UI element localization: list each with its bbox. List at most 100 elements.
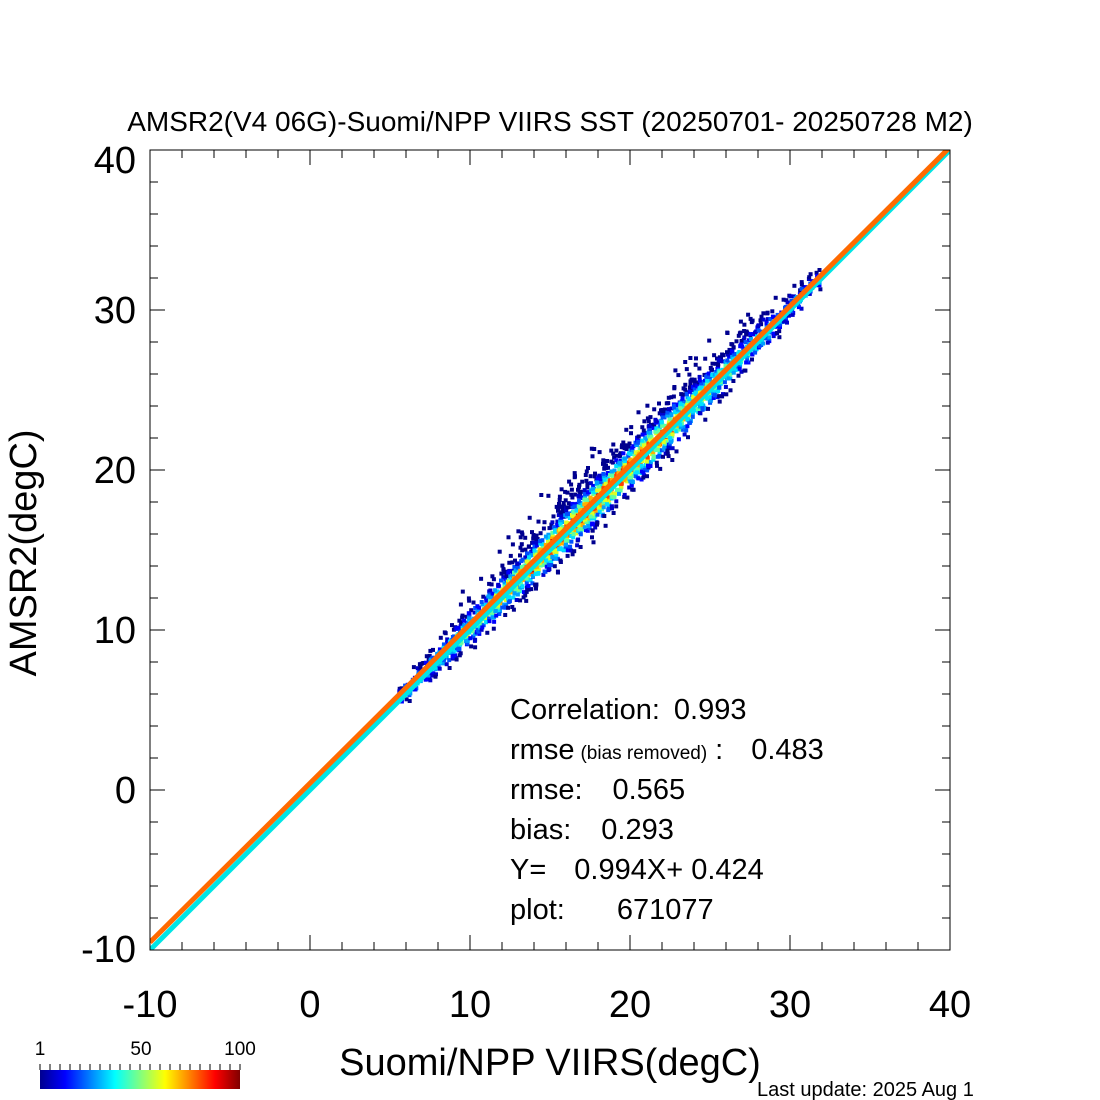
density-cell: [576, 537, 581, 542]
density-cell: [455, 646, 459, 651]
density-cell: [475, 604, 480, 609]
density-cell: [777, 335, 782, 340]
density-cell: [609, 469, 614, 474]
density-cell: [576, 494, 581, 499]
density-cell: [590, 528, 595, 533]
density-cell: [678, 405, 683, 410]
density-cell: [646, 463, 650, 468]
density-cell: [512, 590, 517, 595]
density-cell: [730, 349, 735, 354]
density-cell: [618, 461, 623, 465]
density-cell: [606, 499, 611, 504]
density-cell: [612, 491, 617, 496]
density-cell: [469, 644, 474, 649]
density-cell: [699, 402, 704, 407]
density-cell: [678, 425, 683, 430]
last-update-text: Last update: 2025 Aug 1: [757, 1079, 974, 1100]
density-cell: [442, 657, 447, 662]
density-cell: [597, 473, 602, 478]
density-cell: [428, 678, 433, 683]
density-cell: [603, 466, 608, 471]
density-cell: [746, 331, 751, 336]
density-cell: [642, 431, 647, 436]
density-cell: [512, 565, 517, 569]
density-cell: [573, 528, 578, 533]
density-cell: [431, 647, 435, 652]
density-cell: [575, 501, 580, 506]
density-cell: [670, 458, 675, 462]
density-cell: [714, 373, 719, 378]
density-cell: [460, 613, 465, 618]
density-cell: [555, 523, 560, 528]
density-cell: [534, 586, 538, 591]
density-cell: [484, 620, 488, 625]
density-cell: [522, 590, 526, 595]
density-cell: [645, 474, 649, 479]
density-cell: [424, 654, 429, 659]
density-cell: [735, 367, 740, 372]
density-cell: [590, 535, 594, 540]
density-cell: [560, 541, 565, 546]
density-cell: [663, 423, 668, 428]
density-cell: [572, 475, 577, 480]
density-cell: [571, 535, 576, 540]
density-cell: [563, 498, 568, 503]
density-cell: [688, 382, 693, 387]
y-tick-label: 40: [94, 140, 136, 182]
density-cell: [635, 470, 639, 475]
density-cell: [490, 574, 495, 579]
density-cell: [618, 454, 622, 458]
density-cell: [621, 440, 626, 445]
density-cell: [666, 454, 671, 459]
density-cell: [458, 651, 463, 656]
density-cell: [593, 525, 598, 530]
density-cell: [591, 514, 596, 519]
density-cell: [590, 511, 595, 516]
density-cell: [451, 627, 456, 632]
density-cell: [630, 449, 635, 454]
density-cell: [530, 581, 535, 586]
density-cell: [687, 372, 692, 377]
density-cell: [705, 396, 710, 401]
density-cell: [603, 497, 607, 502]
density-cell: [442, 642, 446, 647]
density-cell: [490, 610, 495, 615]
density-cell: [493, 609, 498, 613]
density-cell: [462, 623, 467, 628]
density-cell: [524, 598, 529, 603]
density-cell: [599, 488, 603, 493]
density-cell: [601, 505, 606, 510]
line-fit: [150, 150, 950, 945]
density-cell: [796, 305, 801, 310]
density-cell: [614, 453, 619, 458]
density-cell: [557, 498, 562, 502]
density-cell: [503, 576, 508, 581]
density-cell: [479, 622, 484, 627]
density-cell: [714, 361, 718, 366]
density-cell: [667, 416, 672, 421]
density-cell: [418, 665, 423, 670]
density-cell: [669, 412, 674, 417]
density-cell: [633, 467, 638, 472]
density-cell: [546, 568, 551, 573]
density-cell: [672, 385, 677, 389]
density-cell: [691, 409, 695, 414]
density-cell: [781, 297, 786, 302]
density-cell: [556, 513, 561, 518]
density-cell: [426, 673, 431, 678]
density-cell: [533, 583, 538, 588]
density-cell: [674, 449, 679, 454]
density-cell: [558, 522, 563, 527]
density-cell: [447, 666, 452, 670]
density-cell: [670, 446, 675, 451]
density-cell: [749, 320, 754, 325]
density-cell: [642, 440, 647, 445]
density-cell: [671, 394, 676, 399]
density-cell: [515, 561, 520, 566]
density-cell: [693, 362, 698, 367]
density-cell: [716, 362, 721, 366]
density-cell: [695, 384, 700, 389]
x-tick-label: 0: [299, 984, 320, 1026]
density-cell: [582, 492, 587, 496]
density-cell: [624, 479, 629, 484]
